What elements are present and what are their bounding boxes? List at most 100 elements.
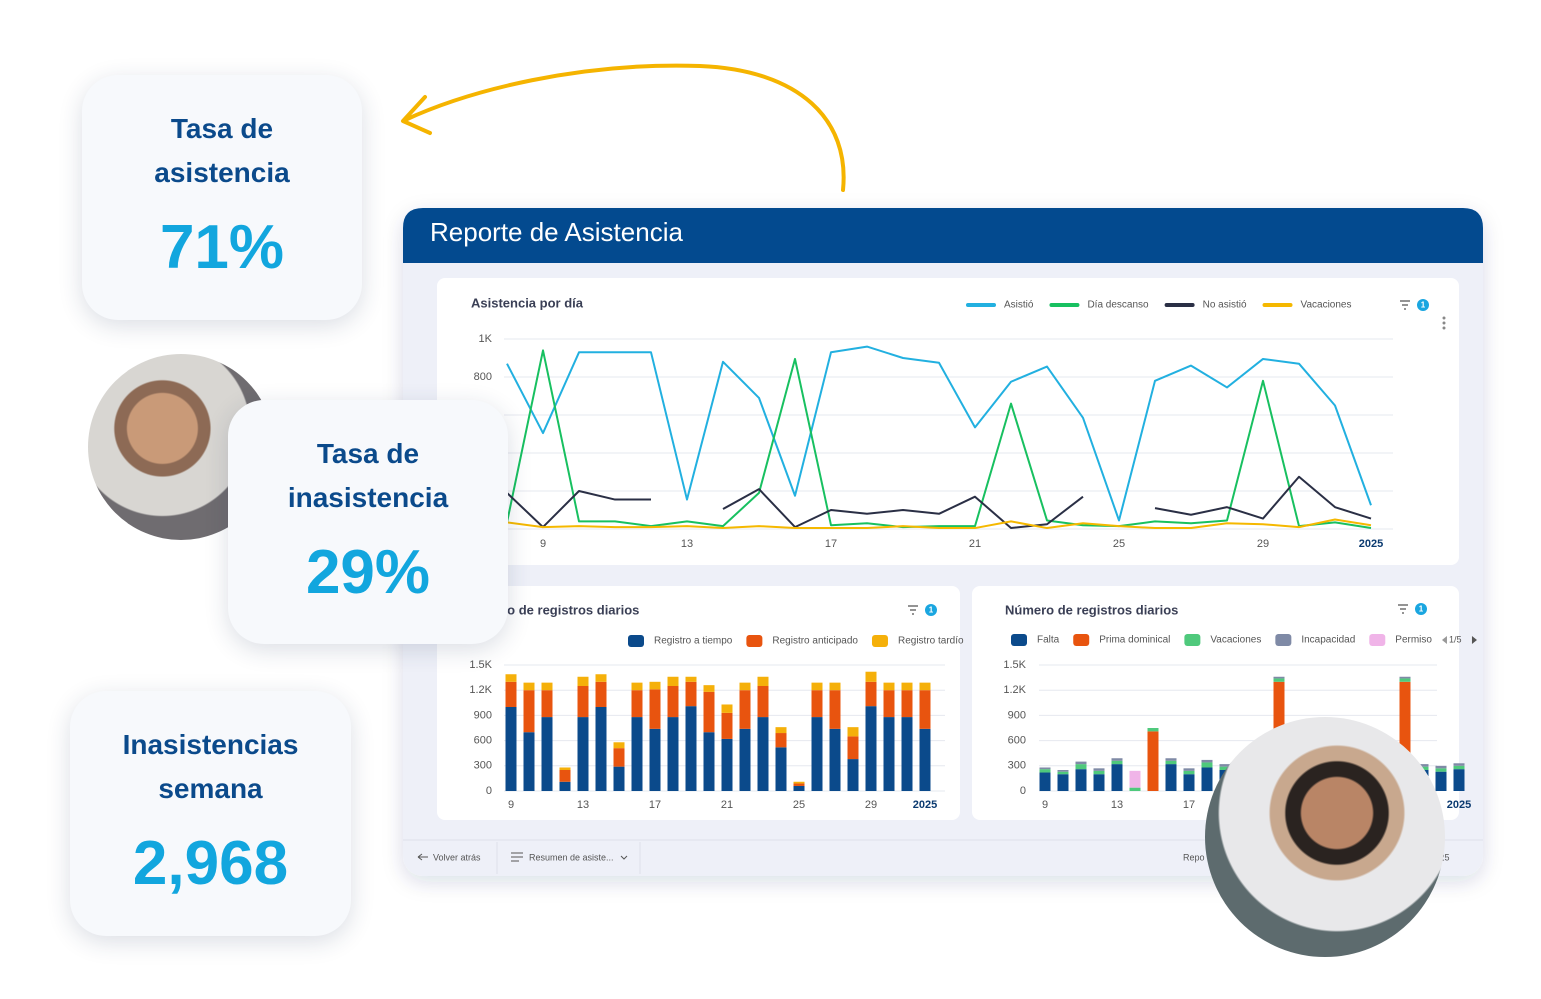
bar-segment	[1183, 770, 1195, 775]
bar-segment	[631, 717, 643, 791]
bar-segment	[1057, 774, 1069, 791]
bar-segment	[775, 733, 787, 748]
bar-segment	[1075, 764, 1087, 770]
x-tick-label: 21	[969, 538, 981, 550]
bar-segment	[1453, 765, 1465, 770]
bar-segment	[613, 766, 625, 791]
bar-segment	[847, 759, 859, 791]
x-tick-label: 13	[577, 799, 589, 811]
bar-segment	[1201, 767, 1213, 791]
bar-segment	[505, 674, 517, 682]
bar-segment	[847, 736, 859, 760]
legend-label: Registro anticipado	[772, 636, 858, 647]
bar-segment	[1039, 772, 1051, 791]
back-icon[interactable]	[417, 853, 428, 861]
y-tick-label: 800	[474, 371, 492, 383]
bar-segment	[865, 706, 877, 791]
bar-segment	[577, 686, 589, 718]
chart-title: Número de registros diarios	[1005, 602, 1178, 617]
chart-card	[437, 278, 1459, 565]
bar-segment	[1129, 787, 1141, 791]
bar-segment	[559, 781, 571, 791]
bar-segment	[757, 676, 769, 686]
bar-segment	[1057, 771, 1069, 775]
kpi-value: 2,968	[132, 829, 289, 898]
bar-segment	[1399, 676, 1411, 679]
bar-segment	[757, 686, 769, 718]
x-tick-label: 9	[508, 799, 514, 811]
kpi-title: Tasa de inasistencia	[287, 438, 449, 513]
menu-icon[interactable]	[1442, 316, 1446, 330]
bar-segment	[883, 690, 895, 718]
legend-label: Registro tardío	[898, 636, 964, 647]
legend-swatch	[1275, 634, 1292, 646]
back-button[interactable]: Volver atrás	[433, 852, 481, 862]
legend-swatch	[1011, 634, 1027, 646]
legend-swatch	[1184, 634, 1201, 646]
y-tick-label: 900	[1008, 709, 1026, 721]
bar-segment	[523, 682, 535, 691]
bar-segment	[739, 728, 751, 791]
bar-segment	[1183, 768, 1195, 771]
bar-segment	[667, 717, 679, 791]
page-prev[interactable]	[1441, 636, 1447, 644]
photo	[1205, 717, 1445, 957]
bar-segment	[559, 770, 571, 782]
filter-icon[interactable]	[908, 605, 918, 615]
filter-count: 1	[1419, 605, 1424, 614]
bar-segment	[685, 706, 697, 791]
y-tick-label: 900	[474, 709, 492, 721]
bar-segment	[1219, 764, 1231, 767]
legend-label: No asistió	[1203, 300, 1247, 311]
bar-segment	[559, 767, 571, 770]
filter-count: 1	[929, 606, 934, 615]
legend-label: Permiso	[1395, 635, 1432, 646]
bar-segment	[577, 717, 589, 791]
bar-segment	[1057, 770, 1069, 772]
bar-segment	[829, 690, 841, 729]
chart-title: Asistencia por día	[471, 295, 584, 310]
bar-segment	[595, 681, 607, 707]
x-tick-label: 17	[1183, 799, 1195, 811]
tab-selector[interactable]: Resumen de asiste...	[529, 852, 614, 862]
bar-segment	[1453, 763, 1465, 766]
y-tick-label: 1.5K	[1003, 659, 1026, 671]
bar-segment	[631, 682, 643, 691]
bar-segment	[1039, 769, 1051, 773]
legend-label: Registro a tiempo	[654, 636, 733, 647]
bar-segment	[793, 781, 805, 784]
x-tick-label: 17	[649, 799, 661, 811]
x-tick-label: 9	[1042, 799, 1048, 811]
y-tick-label: 0	[1020, 785, 1026, 797]
filter-icon[interactable]	[1400, 300, 1410, 310]
x-tick-label: 29	[1257, 538, 1269, 550]
bar-segment	[703, 732, 715, 791]
bar-segment	[1183, 774, 1195, 791]
line-series	[506, 345, 1372, 522]
kpi-card: Tasa de asistencia 71%	[82, 75, 362, 320]
legend-label: Incapacidad	[1301, 635, 1355, 646]
kpi-card: Inasistencias semana 2,968	[70, 691, 351, 936]
bar-segment	[541, 690, 553, 718]
bar-segment	[883, 717, 895, 791]
x-tick-label: 17	[825, 538, 837, 550]
x-tick-label: 2025	[913, 799, 937, 811]
page-next[interactable]	[1471, 636, 1477, 644]
filter-icon[interactable]	[1398, 604, 1408, 614]
bar-segment	[1147, 728, 1159, 732]
filter-badge	[925, 604, 937, 616]
bar-segment	[1165, 760, 1177, 765]
kpi-title: Inasistencias semana	[122, 729, 299, 804]
filter-badge	[1415, 603, 1427, 615]
bar-segment	[793, 783, 805, 786]
bar-segment	[1435, 771, 1447, 791]
bar-segment	[1165, 758, 1177, 761]
bar-segment	[721, 704, 733, 713]
bar-segment	[721, 738, 733, 791]
bar-segment	[577, 676, 589, 686]
x-tick-label: 21	[721, 799, 733, 811]
legend-page: 1/5	[1449, 634, 1462, 644]
line-series	[506, 475, 1372, 530]
legend-swatch	[628, 635, 644, 647]
